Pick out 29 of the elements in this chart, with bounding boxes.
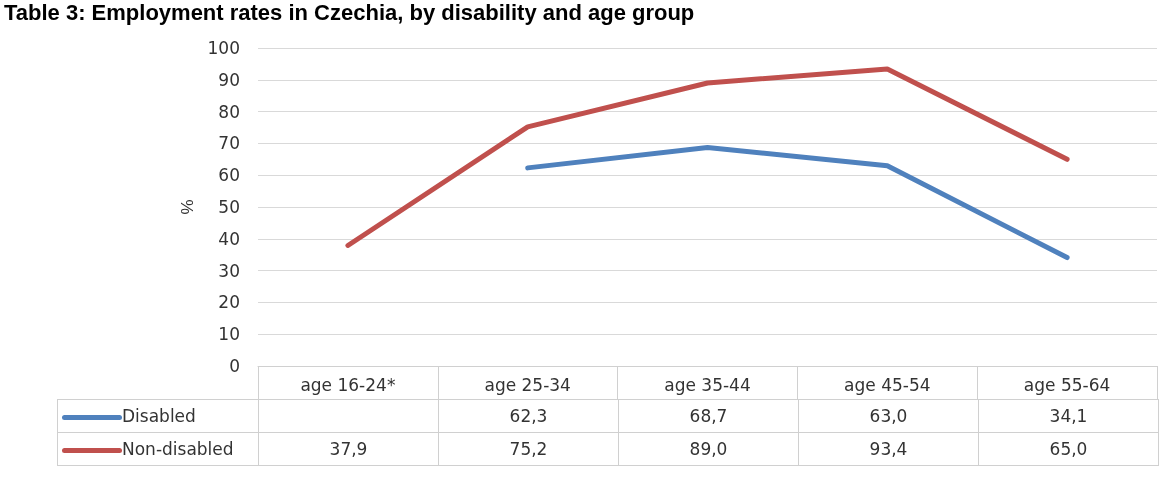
data-label: 63,0 [798,399,979,433]
data-label: 75,2 [438,432,619,466]
y-tick-label: 0 [229,356,240,376]
y-tick-label: 30 [218,260,240,281]
y-tick-label: 50 [218,197,240,217]
legend-label: Disabled [122,406,196,426]
data-label: 34,1 [978,399,1159,433]
y-tick-label: 10 [218,324,240,345]
data-label: 65,0 [978,432,1159,466]
x-tick-label: age 16-24* [300,374,396,395]
data-label: 62,3 [438,399,619,433]
x-tick-label: age 45-54 [844,374,931,395]
y-tick-label: 100 [207,38,240,58]
x-tick-label: age 35-44 [664,374,751,395]
data-label: 89,0 [618,432,799,466]
legend-label: Non-disabled [122,439,234,459]
data-label: 37,9 [258,432,439,466]
y-tick-label: 40 [218,228,240,249]
y-tick-label: 60 [218,165,240,186]
data-label: 68,7 [618,399,799,433]
y-axis-title: % [178,199,197,215]
y-tick-label: 80 [218,101,240,122]
chart-title: Table 3: Employment rates in Czechia, by disability and age group [4,0,695,26]
x-tick-label: age 25-34 [484,374,571,395]
y-tick-label: 70 [218,133,240,154]
x-tick-label: age 55-64 [1023,374,1111,395]
y-tick-label: 20 [218,292,240,313]
data-label: 93,4 [798,432,979,466]
y-tick-label: 90 [218,69,240,90]
